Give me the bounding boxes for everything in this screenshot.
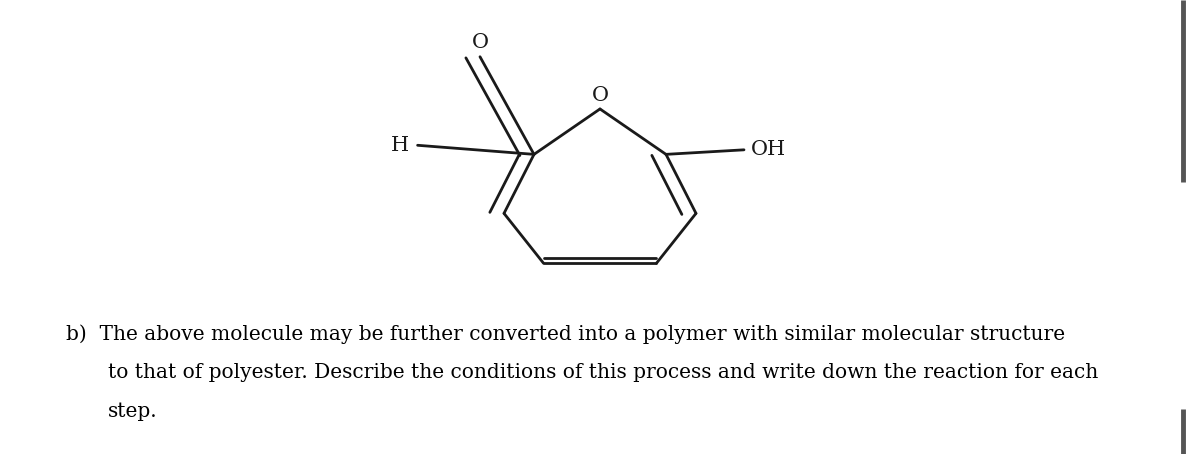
Text: OH: OH (751, 140, 786, 159)
Text: O: O (592, 86, 608, 105)
Text: step.: step. (108, 402, 157, 421)
Text: b)  The above molecule may be further converted into a polymer with similar mole: b) The above molecule may be further con… (66, 325, 1066, 344)
Text: to that of polyester. Describe the conditions of this process and write down the: to that of polyester. Describe the condi… (108, 363, 1098, 382)
Text: O: O (472, 33, 488, 52)
Text: H: H (391, 136, 409, 155)
